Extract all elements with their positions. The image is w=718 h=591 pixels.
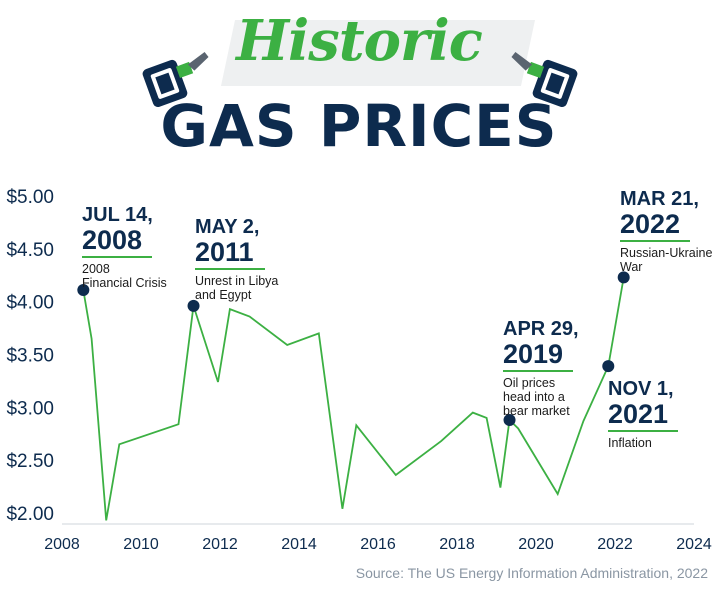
annotation-date: MAR 21, bbox=[620, 188, 699, 210]
x-tick-label: 2012 bbox=[202, 536, 238, 553]
annotation-year: 2011 bbox=[195, 238, 265, 270]
event-marker bbox=[602, 360, 615, 373]
annotation-date: APR 29, bbox=[503, 318, 579, 340]
x-tick-label: 2008 bbox=[44, 536, 80, 553]
event-marker bbox=[77, 284, 90, 297]
y-tick-label: $2.00 bbox=[6, 504, 54, 525]
annotation-2008: JUL 14, 2008 2008 Financial Crisis bbox=[82, 204, 167, 290]
y-tick-label: $2.50 bbox=[6, 451, 54, 472]
event-marker bbox=[503, 414, 516, 427]
annotation-desc: Inflation bbox=[608, 436, 652, 450]
annotation-2022: MAR 21, 2022 Russian-Ukraine War bbox=[620, 188, 712, 274]
y-tick-label: $3.50 bbox=[6, 346, 54, 367]
source-note: Source: The US Energy Information Admini… bbox=[355, 565, 708, 581]
y-tick-label: $3.00 bbox=[6, 398, 54, 419]
y-tick-label: $4.50 bbox=[6, 240, 54, 261]
x-tick-label: 2016 bbox=[360, 536, 396, 553]
price-line bbox=[82, 277, 625, 521]
annotation-desc: Unrest in Libya and Egypt bbox=[195, 274, 279, 302]
x-tick-label: 2018 bbox=[439, 536, 475, 553]
x-tick-label: 2020 bbox=[518, 536, 554, 553]
annotation-2021: NOV 1, 2021 Inflation bbox=[608, 378, 678, 450]
x-tick-label: 2024 bbox=[676, 536, 712, 553]
annotation-year: 2021 bbox=[608, 400, 678, 432]
main-title: GAS PRICES bbox=[160, 92, 558, 160]
script-title: Historic bbox=[236, 8, 483, 74]
annotation-desc: Oil prices head into a bear market bbox=[503, 376, 570, 418]
annotation-date: NOV 1, bbox=[608, 378, 674, 400]
gas-pump-nozzle-icon bbox=[142, 52, 209, 108]
event-marker bbox=[187, 299, 200, 312]
annotation-2019: APR 29, 2019 Oil prices head into a bear m… bbox=[503, 318, 579, 418]
x-tick-label: 2022 bbox=[597, 536, 633, 553]
event-marker bbox=[617, 271, 630, 284]
annotation-desc: 2008 Financial Crisis bbox=[82, 262, 167, 290]
annotation-date: MAY 2, bbox=[195, 216, 260, 238]
x-tick-label: 2014 bbox=[281, 536, 317, 553]
y-tick-label: $4.00 bbox=[6, 293, 54, 314]
annotation-desc: Russian-Ukraine War bbox=[620, 246, 713, 274]
annotation-2011: MAY 2, 2011 Unrest in Libya and Egypt bbox=[195, 216, 278, 302]
annotation-year: 2019 bbox=[503, 340, 573, 372]
annotation-year: 2022 bbox=[620, 210, 690, 242]
gas-pump-nozzle-icon bbox=[511, 52, 578, 108]
x-tick-label: 2010 bbox=[123, 536, 159, 553]
annotation-year: 2008 bbox=[82, 226, 152, 258]
y-tick-label: $5.00 bbox=[6, 187, 54, 208]
annotation-date: JUL 14, bbox=[82, 204, 153, 226]
